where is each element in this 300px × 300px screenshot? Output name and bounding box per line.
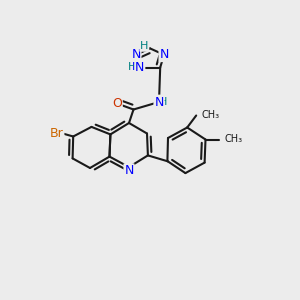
Text: N: N bbox=[131, 48, 141, 61]
Text: CH₃: CH₃ bbox=[202, 110, 220, 121]
Text: N: N bbox=[131, 62, 140, 73]
Text: N: N bbox=[159, 48, 169, 61]
Text: H: H bbox=[128, 62, 136, 73]
Text: H: H bbox=[140, 41, 148, 51]
Text: N: N bbox=[124, 164, 134, 177]
Text: H: H bbox=[158, 97, 167, 107]
Text: N: N bbox=[135, 61, 145, 74]
Text: Br: Br bbox=[50, 127, 64, 140]
Text: O: O bbox=[112, 97, 122, 110]
Text: N: N bbox=[154, 95, 164, 109]
Text: CH₃: CH₃ bbox=[224, 134, 242, 145]
